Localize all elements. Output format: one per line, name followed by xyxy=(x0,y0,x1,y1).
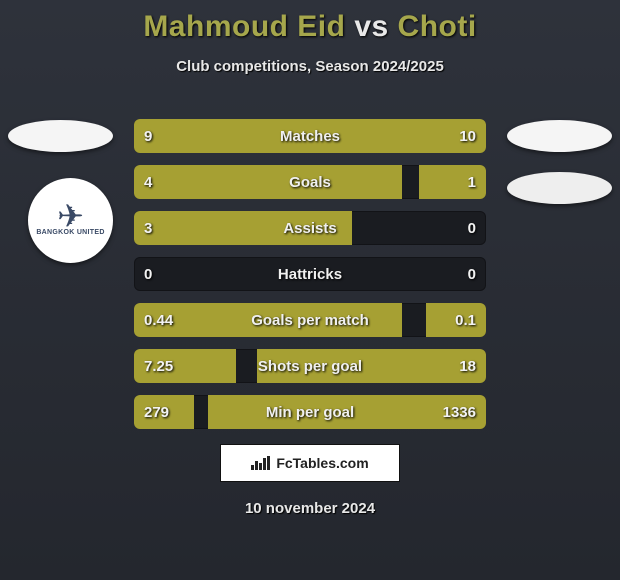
right-badge-oval-1 xyxy=(507,120,612,152)
metric-row: 41Goals xyxy=(134,165,486,199)
club-logo-icon: ✈ xyxy=(57,205,84,227)
metric-row: 30Assists xyxy=(134,211,486,245)
metric-label: Min per goal xyxy=(134,395,486,429)
metric-row: 00Hattricks xyxy=(134,257,486,291)
right-badge-oval-2 xyxy=(507,172,612,204)
metric-row: 7.2518Shots per goal xyxy=(134,349,486,383)
left-club-logo: ✈ BANGKOK UNITED xyxy=(28,178,113,263)
metric-label: Goals per match xyxy=(134,303,486,337)
title-vs: vs xyxy=(354,10,388,43)
footer-site-text: FcTables.com xyxy=(276,455,368,471)
comparison-card: Mahmoud Eid vs Choti Club competitions, … xyxy=(0,0,620,580)
subtitle: Club competitions, Season 2024/2025 xyxy=(0,58,620,75)
metric-row: 910Matches xyxy=(134,119,486,153)
comparison-bars: 910Matches 41Goals 30Assists 00Hattricks 0.4… xyxy=(134,119,486,441)
player2-name: Choti xyxy=(398,10,477,43)
metric-row: 0.440.1Goals per match xyxy=(134,303,486,337)
chart-icon xyxy=(251,456,270,470)
left-badge-oval xyxy=(8,120,113,152)
metric-label: Goals xyxy=(134,165,486,199)
metric-label: Hattricks xyxy=(134,257,486,291)
page-title: Mahmoud Eid vs Choti xyxy=(0,0,620,44)
club-logo-text: BANGKOK UNITED xyxy=(36,229,104,236)
metric-label: Matches xyxy=(134,119,486,153)
metric-label: Assists xyxy=(134,211,486,245)
date-text: 10 november 2024 xyxy=(0,500,620,517)
metric-label: Shots per goal xyxy=(134,349,486,383)
player1-name: Mahmoud Eid xyxy=(143,10,345,43)
metric-row: 2791336Min per goal xyxy=(134,395,486,429)
footer-site-badge[interactable]: FcTables.com xyxy=(220,444,400,482)
